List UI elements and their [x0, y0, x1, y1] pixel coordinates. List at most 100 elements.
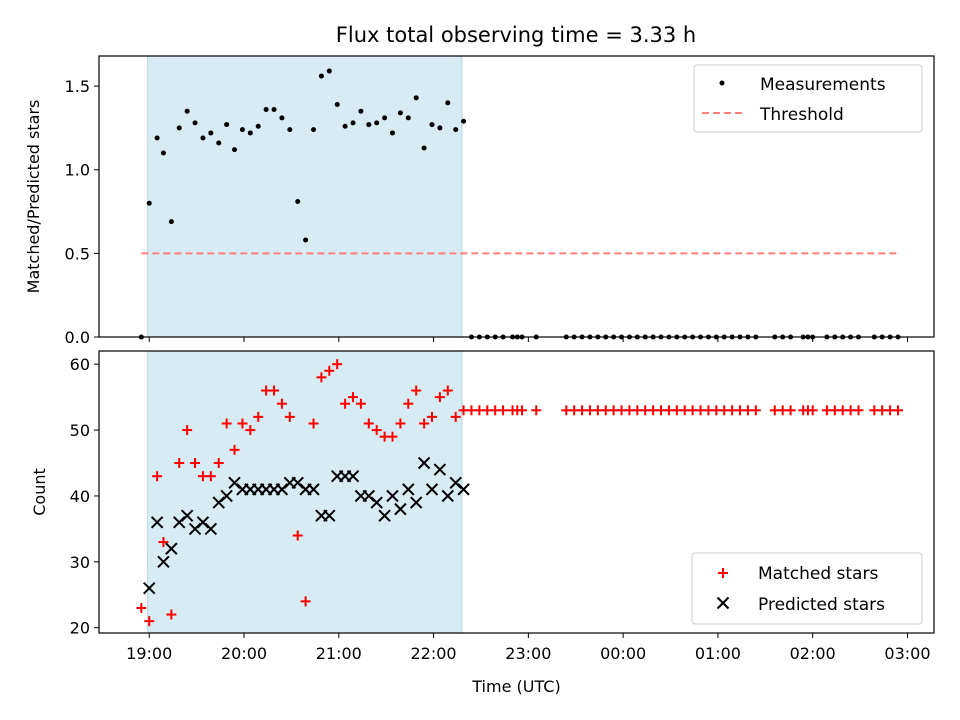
top-axes-frame: [98, 55, 935, 338]
matched-star-point: [182, 425, 193, 436]
measurement-point: [303, 237, 309, 243]
y-tick-label: 1.0: [65, 161, 90, 180]
top-legend-box: [693, 64, 923, 133]
matched-star-point: [853, 405, 864, 416]
measurement-point: [397, 110, 403, 116]
measurement-point: [461, 118, 467, 124]
matched-star-point: [205, 471, 216, 482]
matched-star-point: [403, 398, 414, 409]
legend-predicted-glyph-b: [716, 596, 730, 610]
measurement-point: [146, 200, 152, 206]
predicted-star-point: [457, 483, 470, 496]
predicted-star-point-b: [307, 483, 320, 496]
measurement-point: [287, 127, 293, 133]
legend-predicted-label: Predicted stars: [758, 595, 885, 615]
measurement-point: [318, 73, 324, 79]
chart-title: Flux total observing time = 3.33 h: [336, 23, 696, 47]
measurement-point: [216, 140, 222, 146]
measurement-point: [311, 127, 317, 133]
matched-star-point: [292, 530, 303, 541]
predicted-star-point: [143, 581, 156, 595]
matched-star-point: [221, 418, 232, 429]
measurement-point: [247, 130, 253, 136]
predicted-star-point: [307, 483, 320, 496]
predicted-star-point: [204, 522, 218, 536]
measurement-point: [208, 130, 214, 136]
x-axis-label: Time (UTC): [471, 677, 560, 696]
predicted-star-point-b: [291, 476, 304, 489]
matched-star-point: [245, 425, 256, 436]
measurement-point: [389, 130, 395, 136]
matched-star-point: [136, 602, 147, 613]
bottom-axes: 20 30 40 50 60 19:00 20:00 21:00 22:00 23:00 00:0…: [30, 350, 935, 696]
measurement-point: [429, 122, 435, 128]
measurement-point: [437, 125, 443, 131]
predicted-star-point-b: [386, 489, 399, 503]
y-tick-label: 20: [70, 619, 90, 638]
predicted-star-point: [409, 496, 423, 509]
y-tick-label: 50: [70, 421, 90, 440]
matched-star-point: [269, 385, 280, 396]
x-tick-label: 03:00: [884, 644, 930, 663]
measurement-point: [279, 115, 285, 121]
legend-matched-marker: [718, 568, 728, 578]
x-tick-label: 22:00: [411, 644, 457, 663]
matched-star-point: [284, 411, 295, 422]
y-tick-label: 30: [70, 553, 90, 572]
measurement-point: [334, 102, 340, 108]
x-tick-label: 00:00: [600, 644, 646, 663]
matched-star-point: [419, 418, 430, 429]
predicted-star-point-b: [180, 509, 194, 522]
y-tick-label: 60: [70, 355, 90, 374]
bottom-axes-frame: [98, 350, 935, 634]
predicted-star-point: [157, 555, 170, 569]
predicted-star-point-b: [394, 502, 407, 516]
matched-star-point: [300, 596, 311, 607]
measurement-point: [224, 122, 230, 128]
legend-measurements-label: Measurements: [760, 75, 886, 95]
x-tick-label: 23:00: [505, 644, 551, 663]
predicted-star-point: [220, 489, 233, 503]
matched-star-point: [316, 372, 327, 383]
measurement-point: [160, 150, 166, 156]
matched-star-point: [144, 616, 155, 627]
matched-stars-points: [136, 359, 903, 627]
bottom-y-ticks: 20 30 40 50 60: [70, 355, 99, 638]
y-tick-label: 0.0: [65, 328, 90, 347]
matched-star-point: [158, 537, 169, 548]
predicted-star-point-b: [346, 469, 360, 483]
matched-star-point: [371, 425, 382, 436]
predicted-star-point: [346, 469, 360, 483]
matched-star-point: [498, 405, 509, 416]
matched-star-point: [237, 418, 248, 429]
bottom-legend-box: [691, 552, 923, 625]
measurement-point: [232, 147, 238, 153]
measurement-point: [200, 135, 206, 141]
matched-star-point: [411, 385, 422, 396]
predicted-star-point-b: [370, 496, 383, 509]
measurement-point: [176, 125, 182, 131]
measurement-point: [445, 100, 451, 106]
matched-star-point: [166, 609, 177, 620]
matched-star-point: [355, 398, 366, 409]
predicted-star-point: [386, 489, 399, 503]
matched-star-point: [308, 418, 319, 429]
predicted-star-point: [394, 502, 407, 516]
measurement-point: [350, 120, 356, 126]
matched-star-point: [750, 405, 761, 416]
predicted-star-point: [402, 483, 415, 496]
predicted-star-point-b: [378, 509, 391, 522]
legend-threshold-label: Threshold: [759, 105, 844, 125]
matched-star-point: [531, 405, 542, 416]
predicted-star-point-b: [425, 483, 439, 496]
predicted-star-point-b: [417, 456, 431, 470]
observing-span-bottom: [147, 350, 463, 634]
matched-star-point: [450, 411, 461, 422]
measurement-point: [342, 123, 348, 129]
top-y-ticks: 0.0 0.5 1.0 1.5: [65, 77, 99, 347]
bottom-x-ticks: 19:00 20:00 21:00 22:00 23:00 00:00 01:00 02:00…: [126, 633, 931, 663]
predicted-star-point: [417, 456, 431, 470]
predicted-star-point-b: [433, 463, 447, 476]
matched-star-point: [174, 458, 185, 469]
